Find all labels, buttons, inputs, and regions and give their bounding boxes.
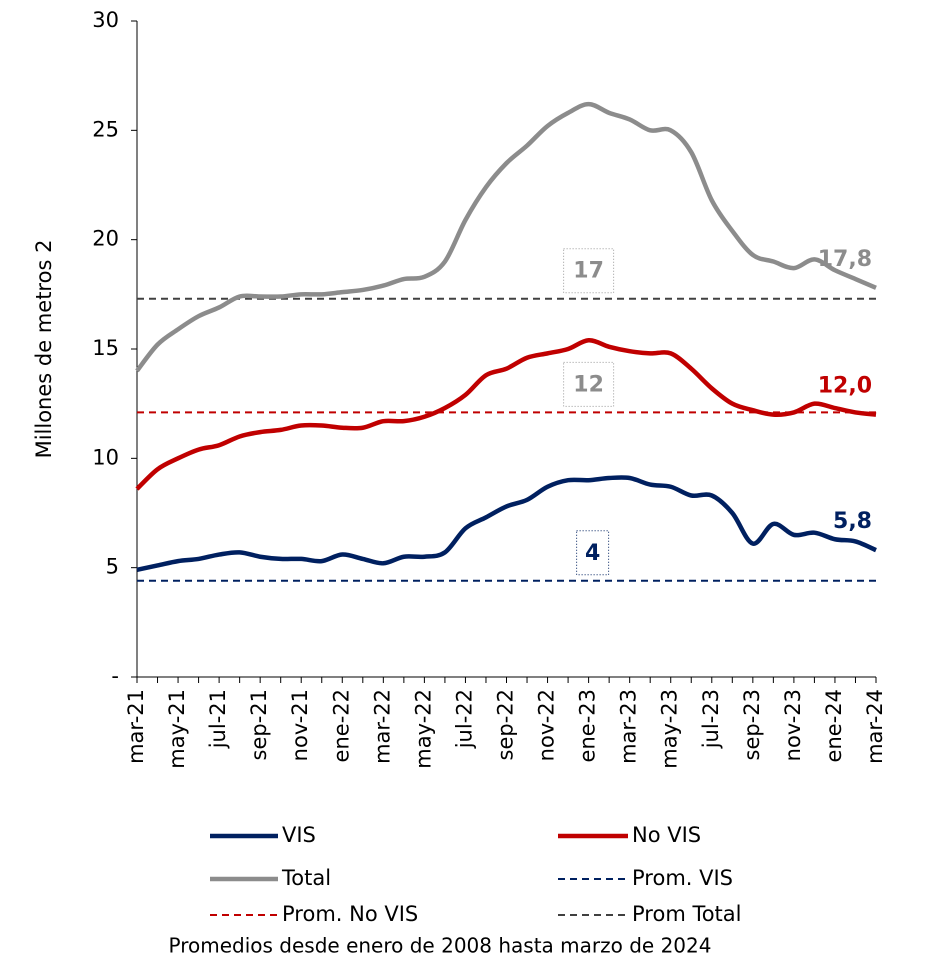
y-axis-label: Millones de metros 2 [32,240,56,459]
end-label: 5,8 [833,509,872,534]
x-tick-label: nov-21 [288,689,312,761]
average-label: 12 [573,372,604,397]
legend-label: No VIS [632,823,701,847]
x-tick-label: nov-23 [781,689,805,761]
x-tick-label: mar-23 [617,689,641,764]
x-tick-label: ene-24 [822,689,846,762]
series-line [135,101,877,373]
x-tick-label: sep-23 [740,689,764,761]
footnote: Promedios desde enero de 2008 hasta marz… [169,934,712,958]
end-label: 17,8 [818,247,872,272]
series-line [135,338,877,491]
y-tick-label: - [111,664,119,688]
x-tick-label: sep-22 [494,689,518,761]
x-tick-label: mar-22 [370,689,394,764]
average-label: 4 [585,541,600,566]
average-label: 17 [573,259,604,284]
y-tick-label: 25 [92,117,119,141]
x-tick-label: mar-21 [124,689,148,764]
average-label-box [576,530,610,576]
x-tick-label: ene-22 [329,689,353,762]
average-label-box [563,248,615,294]
legend-label: Prom. No VIS [282,902,418,926]
x-tick-label: may-21 [165,689,189,769]
y-tick-label: 20 [92,227,119,251]
x-tick-label: jul-21 [206,689,230,749]
x-tick-label: may-23 [658,689,682,769]
x-tick-label: jul-23 [699,689,723,749]
y-tick-label: 15 [92,336,119,360]
x-tick-label: ene-23 [576,689,600,762]
average-label-box [563,361,615,407]
legend-label: VIS [282,823,316,847]
x-tick-label: mar-24 [863,689,887,764]
x-tick-label: nov-22 [535,689,559,761]
y-tick-label: 30 [92,8,119,32]
x-tick-label: may-22 [411,689,435,769]
x-tick-label: jul-22 [452,689,476,749]
series-line [136,475,877,573]
y-tick-label: 5 [106,555,119,579]
y-tick-label: 10 [92,445,119,469]
x-tick-label: sep-21 [247,689,271,761]
legend-label: Total [281,866,331,890]
end-label: 12,0 [818,374,872,399]
legend-label: Prom. VIS [632,866,733,890]
legend-label: Prom Total [632,902,742,926]
